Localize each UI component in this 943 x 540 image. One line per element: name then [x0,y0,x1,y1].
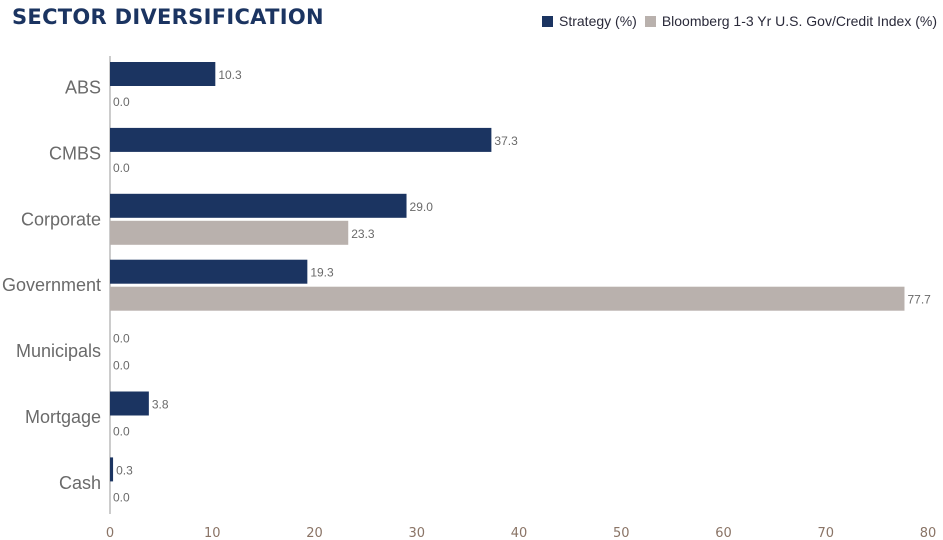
bar-strategy-government [110,259,308,284]
category-label-cash: Cash [59,473,101,493]
x-tick-label-50: 50 [613,526,630,540]
chart-legend: Strategy (%) Bloomberg 1-3 Yr U.S. Gov/C… [542,13,937,29]
category-label-abs: ABS [65,78,101,98]
legend-item-benchmark: Bloomberg 1-3 Yr U.S. Gov/Credit Index (… [644,13,937,29]
data-label-strategy-cmbs: 37.3 [494,134,518,148]
x-tick-label-80: 80 [920,526,937,540]
data-label-benchmark-corporate: 23.3 [351,227,375,241]
legend-label-strategy: Strategy (%) [559,13,637,29]
legend-swatch-strategy [542,15,553,27]
data-label-benchmark-cmbs: 0.0 [113,161,130,175]
category-label-corporate: Corporate [21,209,101,229]
x-tick-label-30: 30 [408,526,425,540]
x-tick-label-70: 70 [817,526,834,540]
bar-strategy-corporate [110,193,407,218]
data-label-strategy-municipals: 0.0 [113,332,130,346]
x-tick-label-10: 10 [204,526,221,540]
bar-strategy-abs [110,62,216,86]
data-label-strategy-mortgage: 3.8 [152,398,169,412]
data-label-benchmark-cash: 0.0 [113,490,130,504]
category-label-cmbs: CMBS [49,143,101,163]
bar-strategy-cash [110,457,114,482]
legend-label-benchmark: Bloomberg 1-3 Yr U.S. Gov/Credit Index (… [661,13,937,29]
bar-strategy-cmbs [110,127,492,152]
data-label-benchmark-mortgage: 0.0 [113,425,130,439]
bar-benchmark-corporate [110,220,349,245]
data-label-benchmark-government: 77.7 [907,293,931,307]
bar-benchmark-government [110,286,905,311]
x-tick-label-60: 60 [715,526,732,540]
data-label-strategy-cash: 0.3 [116,463,133,477]
category-label-municipals: Municipals [16,341,101,361]
data-label-benchmark-abs: 0.0 [113,95,130,109]
legend-swatch-benchmark [644,15,656,27]
x-tick-label-40: 40 [511,526,528,540]
data-label-benchmark-municipals: 0.0 [113,359,130,373]
data-label-strategy-government: 19.3 [310,266,334,280]
chart-title: SECTOR DIVERSIFICATION [12,5,324,29]
bar-strategy-mortgage [110,391,149,416]
category-label-mortgage: Mortgage [25,407,101,427]
x-tick-label-0: 0 [106,526,114,540]
data-label-strategy-abs: 10.3 [218,68,242,82]
data-label-strategy-corporate: 29.0 [410,200,434,214]
x-tick-label-20: 20 [306,526,323,540]
category-label-government: Government [2,275,101,295]
legend-item-strategy: Strategy (%) [542,13,637,29]
